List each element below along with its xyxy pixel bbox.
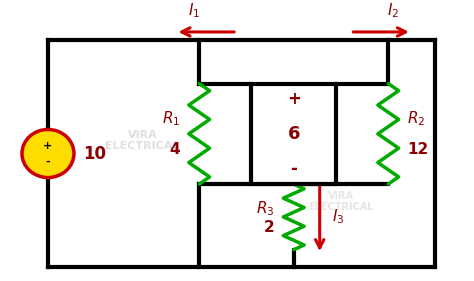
Text: +: + bbox=[287, 90, 301, 108]
Text: VIRA
ELECTRICAL: VIRA ELECTRICAL bbox=[105, 130, 180, 151]
Text: 6: 6 bbox=[287, 125, 300, 143]
Text: -: - bbox=[290, 160, 297, 178]
Text: +: + bbox=[43, 140, 53, 151]
Text: 12: 12 bbox=[407, 142, 428, 157]
Text: $I_2$: $I_2$ bbox=[387, 1, 399, 20]
Text: $R_3$: $R_3$ bbox=[256, 199, 275, 217]
Text: VIRA
ELECTRICAL: VIRA ELECTRICAL bbox=[308, 191, 374, 212]
Text: 10: 10 bbox=[83, 144, 106, 162]
Text: $I_1$: $I_1$ bbox=[188, 1, 201, 20]
Text: 2: 2 bbox=[264, 220, 275, 235]
Text: $I_3$: $I_3$ bbox=[331, 208, 344, 226]
Text: 4: 4 bbox=[170, 142, 180, 157]
Circle shape bbox=[22, 130, 74, 178]
Bar bbox=[251, 83, 336, 184]
Text: $R_2$: $R_2$ bbox=[407, 109, 425, 128]
Text: $R_1$: $R_1$ bbox=[162, 109, 180, 128]
Text: -: - bbox=[46, 156, 50, 166]
